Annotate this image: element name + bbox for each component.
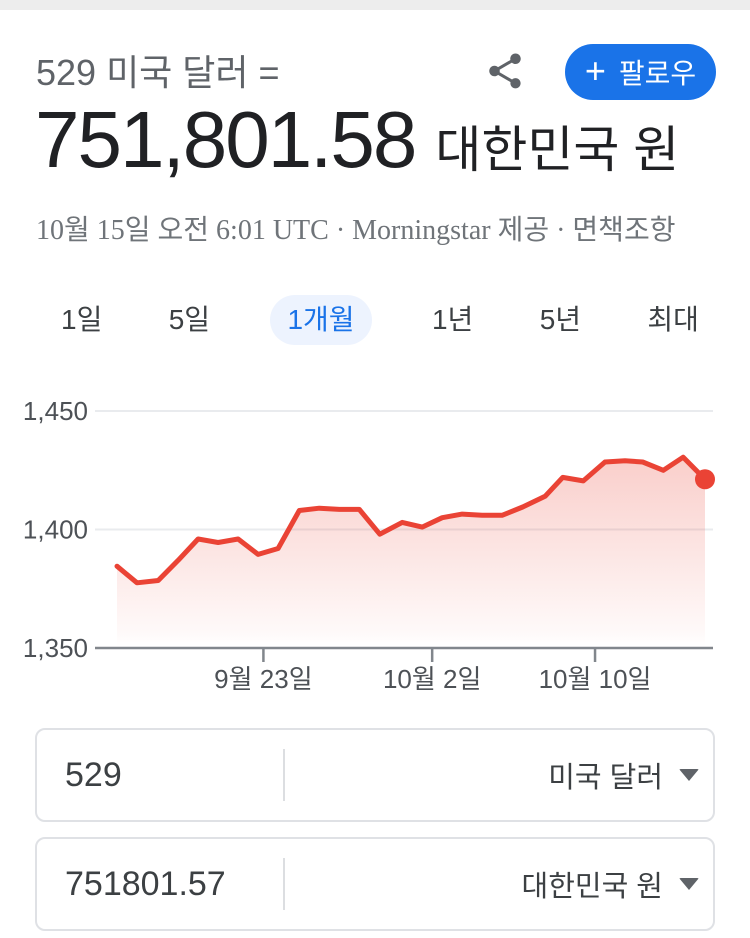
tab-5d[interactable]: 5일: [163, 295, 216, 346]
field-divider: [283, 858, 285, 910]
quote-meta: 10월 15일 오전 6:01 UTC · Morningstar 제공 · 면…: [36, 208, 675, 248]
svg-text:1,400: 1,400: [23, 515, 88, 545]
disclaimer-link[interactable]: 면책조항: [572, 215, 676, 246]
tab-1d[interactable]: 1일: [55, 295, 108, 346]
follow-button[interactable]: + 팔로우: [565, 44, 716, 100]
plus-icon: +: [584, 49, 606, 91]
tab-5y[interactable]: 5년: [534, 295, 587, 346]
rate-chart[interactable]: 9월 23일 10월 2일 10월 10일 1,350 1,400 1,450: [0, 396, 750, 706]
range-tabs: 1일 5일 1개월 1년 5년 최대: [35, 292, 715, 348]
quote-timestamp: 10월 15일 오전 6:01 UTC · Morningstar 제공 ·: [36, 215, 573, 246]
share-icon: [484, 53, 526, 95]
svg-text:9월 23일: 9월 23일: [214, 664, 312, 694]
rate-chart-svg[interactable]: 9월 23일 10월 2일 10월 10일 1,350 1,400 1,450: [0, 396, 750, 706]
tab-1y[interactable]: 1년: [426, 295, 479, 346]
field-divider: [283, 749, 285, 801]
svg-text:1,350: 1,350: [23, 633, 88, 663]
currency-select-krw[interactable]: 대한민국 원: [522, 863, 713, 905]
price-row: 751,801.58 대한민국 원: [35, 100, 679, 182]
currency-select-usd[interactable]: 미국 달러: [548, 754, 713, 796]
caret-down-icon: [679, 769, 699, 781]
currency-label-krw: 대한민국 원: [521, 871, 663, 903]
converter-row-usd: 529 미국 달러: [35, 728, 715, 822]
caret-down-icon: [679, 878, 699, 890]
svg-text:10월 10일: 10월 10일: [539, 664, 652, 694]
tab-1m[interactable]: 1개월: [270, 294, 372, 346]
svg-text:1,450: 1,450: [23, 398, 88, 426]
svg-text:10월 2일: 10월 2일: [383, 664, 481, 694]
price-value: 751,801.58: [35, 95, 417, 184]
tab-max[interactable]: 최대: [641, 295, 705, 346]
follow-button-label: 팔로우: [618, 58, 697, 89]
amount-input-krw[interactable]: 751801.57: [65, 864, 226, 903]
converter-row-krw: 751801.57 대한민국 원: [35, 837, 715, 931]
price-currency: 대한민국 원: [435, 122, 680, 178]
share-button[interactable]: [483, 50, 527, 94]
amount-input-usd[interactable]: 529: [65, 755, 122, 794]
equation-label: 529 미국 달러 =: [36, 52, 280, 93]
top-edge-bar: [0, 0, 750, 10]
currency-label-usd: 미국 달러: [548, 762, 663, 794]
